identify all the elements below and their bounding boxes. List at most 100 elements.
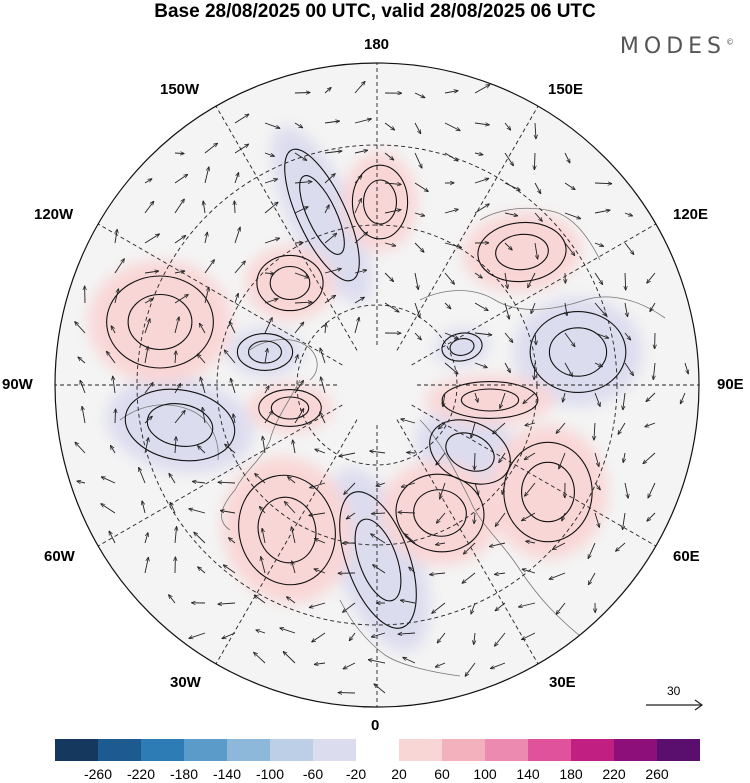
wind-arrow [324, 174, 335, 184]
wind-arrow [189, 509, 206, 514]
anomaly-fill [271, 126, 373, 304]
wind-arrow [474, 85, 490, 94]
wind-arrow [174, 271, 185, 273]
wind-arrow [294, 122, 303, 128]
wind-arrow [552, 542, 566, 550]
lon-label-150e: 150E [548, 81, 584, 98]
colorbar-tick-label: 260 [645, 766, 669, 782]
wind-arrow [309, 512, 326, 516]
wind-arrow [444, 362, 458, 374]
meridian-line [411, 404, 657, 547]
wind-arrow [435, 662, 446, 667]
lon-label-30e: 30E [549, 674, 576, 691]
wind-arrow [647, 272, 656, 283]
anomaly-contours [477, 221, 567, 283]
wind-arrow [471, 602, 476, 614]
wind-arrow [438, 422, 446, 429]
wind-arrow [78, 357, 86, 364]
wind-arrow [504, 122, 511, 130]
wind-arrow [594, 242, 604, 246]
contour-line [445, 432, 495, 472]
wind-arrow [144, 179, 152, 184]
colorbar-segment [399, 739, 442, 761]
wind-arrow [414, 92, 425, 98]
wind-arrow [175, 437, 176, 454]
wind-arrow [401, 419, 416, 424]
lon-label-90e: 90E [717, 376, 744, 393]
wind-arrow [261, 557, 266, 574]
wind-arrow [403, 657, 416, 664]
wind-arrow [175, 351, 176, 364]
wind-arrow [225, 444, 236, 454]
wind-arrow [264, 238, 280, 244]
wind-arrow [519, 602, 536, 607]
wind-arrow [254, 595, 266, 604]
wind-arrow [534, 242, 538, 259]
wind-arrow [320, 412, 326, 424]
contour-line [521, 461, 575, 523]
colorbar-segment [98, 739, 141, 761]
wind-arrow [203, 201, 205, 214]
wind-arrow [312, 632, 326, 642]
wind-arrow [320, 348, 326, 364]
wind-arrow [144, 299, 153, 304]
wind-arrow [174, 199, 184, 214]
anomaly-contours [441, 381, 539, 419]
wind-arrow [234, 261, 245, 274]
wind-arrow [648, 482, 656, 498]
wind-arrow [398, 633, 416, 634]
wind-arrow [234, 173, 239, 184]
wind-arrow [344, 482, 356, 494]
wind-arrow [144, 438, 149, 454]
meridian-line [411, 223, 657, 366]
wind-arrow [564, 212, 581, 219]
wind-arrow [372, 513, 386, 514]
wind-arrow [142, 501, 146, 514]
wind-arrow [502, 482, 506, 494]
contour-line [257, 496, 317, 564]
wind-arrow [310, 482, 326, 488]
wind-arrow [324, 295, 336, 304]
meridian-line [396, 419, 539, 665]
wind-arrow [229, 538, 236, 544]
wind-arrow [291, 527, 296, 544]
wind-arrow [354, 119, 371, 124]
wind-arrow [294, 355, 298, 364]
anomaly-fill [513, 297, 643, 407]
contour-line [236, 333, 294, 371]
contour-line [362, 179, 398, 225]
wind-arrow [294, 302, 312, 303]
wind-arrow [339, 452, 356, 456]
copyright-mark: © [726, 37, 734, 47]
wind-arrow [463, 542, 476, 554]
wind-arrow [504, 362, 510, 373]
colorbar-segment [270, 739, 313, 761]
wind-arrow [343, 662, 356, 669]
contour-line [477, 221, 567, 283]
wind-arrow [624, 302, 628, 317]
lon-label-60e: 60E [673, 548, 700, 565]
contour-line [146, 403, 214, 447]
wind-arrow [384, 302, 399, 312]
colorbar-tick-label: 220 [602, 766, 626, 782]
wind-arrow [80, 380, 86, 394]
wind-arrow [624, 482, 628, 498]
wind-arrow [443, 392, 445, 407]
wind-arrow [594, 210, 610, 214]
contour-line [351, 164, 409, 240]
wind-arrow [255, 474, 266, 484]
wind-arrow [407, 452, 416, 453]
wind-arrow [254, 652, 266, 664]
wind-arrow [174, 410, 185, 424]
wind-arrow [588, 542, 596, 559]
wind-arrow [436, 543, 446, 545]
anomaly-fill [425, 375, 555, 425]
colorbar-tick-label: -140 [212, 766, 242, 782]
wind-arrow [563, 392, 565, 402]
wind-arrow [234, 227, 240, 244]
wind-arrow [594, 452, 599, 467]
colorbar-tick-label: -180 [169, 766, 199, 782]
wind-arrow [504, 242, 512, 250]
wind-arrow [204, 143, 218, 154]
wind-arrow [474, 333, 492, 335]
